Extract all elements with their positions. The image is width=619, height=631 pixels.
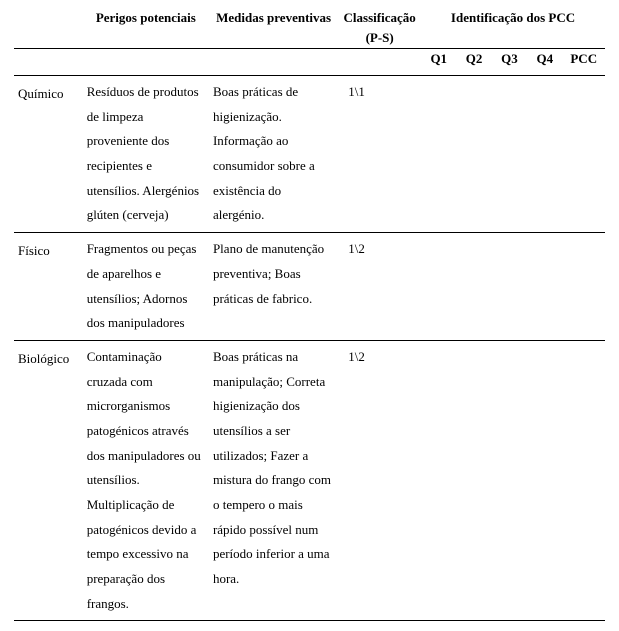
header-blank (14, 8, 83, 28)
header-identificacao: Identificação dos PCC (421, 8, 605, 28)
cell-categoria: Físico (14, 233, 83, 341)
cell-q2 (456, 340, 491, 621)
header-classificacao-line2: (P-S) (338, 28, 421, 48)
cell-perigos: Contaminação cruzada com microrganismos … (83, 340, 209, 621)
cell-medidas: Boas práticas na manipulação; Correta hi… (209, 340, 338, 621)
cell-medidas: Plano de manutenção preventiva; Boas prá… (209, 233, 338, 341)
cell-perigos: Resíduos de produtos de limpeza provenie… (83, 76, 209, 233)
cell-categoria: Biológico (14, 340, 83, 621)
cell-pcc (562, 340, 605, 621)
cell-q1 (421, 340, 456, 621)
table-row: Químico Resíduos de produtos de limpeza … (14, 76, 605, 233)
header-pcc: PCC (562, 49, 605, 76)
cell-q4 (527, 76, 562, 233)
cell-q2 (456, 76, 491, 233)
header-medidas: Medidas preventivas (209, 8, 338, 48)
cell-pcc (562, 76, 605, 233)
cell-categoria: Químico (14, 76, 83, 233)
cell-classificacao: 1\1 (338, 76, 421, 233)
cell-q1 (421, 233, 456, 341)
cell-q1 (421, 76, 456, 233)
cell-medidas: Boas práticas de higienização. Informaçã… (209, 76, 338, 233)
header-perigos: Perigos potenciais (83, 8, 209, 48)
table-body: Químico Resíduos de produtos de limpeza … (14, 76, 605, 621)
cell-perigos: Fragmentos ou peças de aparelhos e utens… (83, 233, 209, 341)
cell-q3 (492, 233, 527, 341)
cell-q3 (492, 340, 527, 621)
cell-q4 (527, 340, 562, 621)
header-q3: Q3 (492, 49, 527, 76)
cell-pcc (562, 233, 605, 341)
header-classificacao-line1: Classificação (338, 8, 421, 28)
hazard-table: Perigos potenciais Medidas preventivas C… (14, 8, 605, 621)
page: Perigos potenciais Medidas preventivas C… (0, 0, 619, 631)
cell-q4 (527, 233, 562, 341)
cell-classificacao: 1\2 (338, 233, 421, 341)
header-q1: Q1 (421, 49, 456, 76)
header-q2: Q2 (456, 49, 491, 76)
cell-classificacao: 1\2 (338, 340, 421, 621)
table-row: Físico Fragmentos ou peças de aparelhos … (14, 233, 605, 341)
cell-q2 (456, 233, 491, 341)
cell-q3 (492, 76, 527, 233)
header-q4: Q4 (527, 49, 562, 76)
table-row: Biológico Contaminação cruzada com micro… (14, 340, 605, 621)
